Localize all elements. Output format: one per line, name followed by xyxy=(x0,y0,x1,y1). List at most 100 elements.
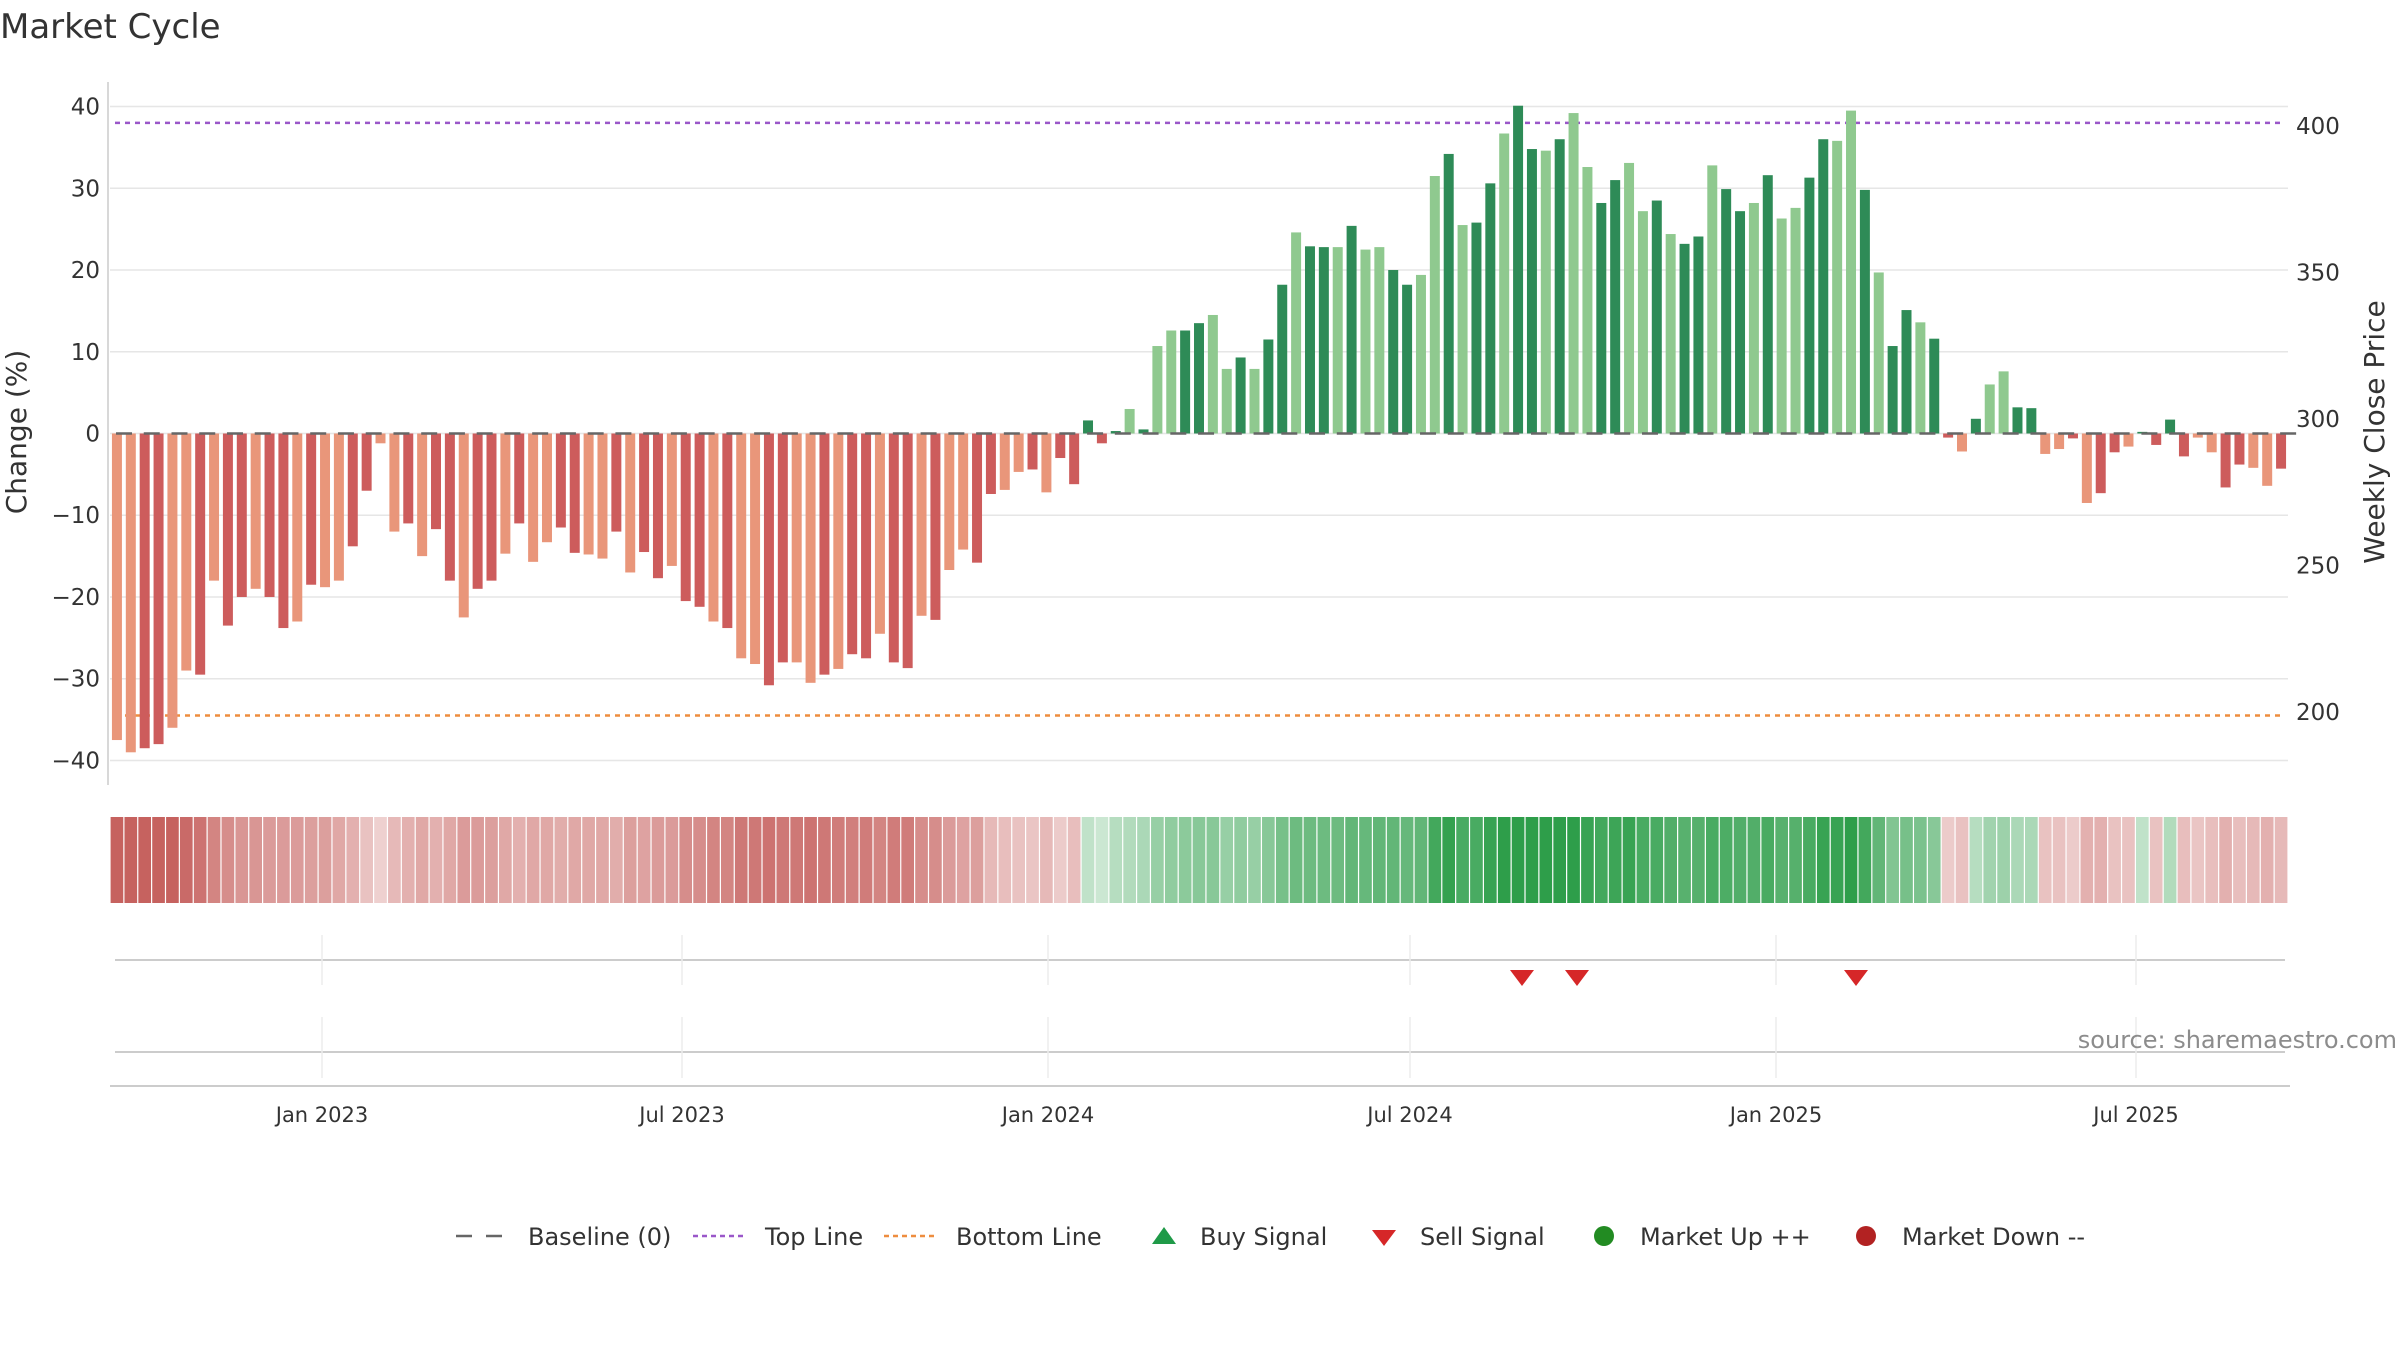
cycle-strength-cell xyxy=(332,817,346,903)
change-bar xyxy=(2234,433,2245,465)
y-tick-label: −10 xyxy=(51,503,100,529)
x-tick-label: Jul 2025 xyxy=(2091,1103,2178,1127)
cycle-strength-cell xyxy=(1262,817,1275,903)
change-bar xyxy=(874,433,885,634)
change-bar xyxy=(375,433,386,444)
right-y-axis-label: Weekly Close Price xyxy=(2358,300,2391,563)
change-bar xyxy=(1887,346,1898,434)
cycle-strength-cell xyxy=(499,817,512,903)
cycle-strength-cell xyxy=(1789,817,1802,903)
cycle-strength-cell xyxy=(693,817,706,903)
cycle-strength-cell xyxy=(1581,817,1594,903)
y-tick-label: 30 xyxy=(71,176,100,202)
change-bar xyxy=(403,433,414,524)
cycle-strength-cell xyxy=(2163,817,2177,903)
cycle-strength-cell xyxy=(1164,817,1178,903)
cycle-strength-cell xyxy=(2149,817,2163,903)
cycle-strength-cell xyxy=(2205,817,2219,903)
change-bar xyxy=(985,433,996,494)
change-bar xyxy=(250,433,261,589)
change-bar xyxy=(639,433,650,553)
cycle-strength-cell xyxy=(2094,817,2108,903)
cycle-strength-cell xyxy=(887,817,901,903)
cycle-strength-cell xyxy=(1123,817,1136,903)
cycle-strength-cell xyxy=(2025,817,2038,903)
cycle-strength-cell xyxy=(346,817,360,903)
cycle-strength-cell xyxy=(1803,817,1816,903)
sell-signal-marker xyxy=(1510,970,1534,986)
change-bar xyxy=(833,433,844,669)
cycle-strength-cell xyxy=(388,817,401,903)
source-label: source: sharemaestro.com xyxy=(2078,1026,2397,1054)
change-bar xyxy=(666,433,677,566)
change-bar xyxy=(514,433,525,524)
change-bar xyxy=(292,433,303,622)
cycle-strength-cell xyxy=(110,817,124,903)
change-bar xyxy=(2109,433,2120,453)
change-bar xyxy=(1776,218,1787,434)
change-bar xyxy=(2220,433,2231,488)
change-bar xyxy=(1388,270,1399,434)
cycle-strength-cell xyxy=(526,817,540,903)
change-bar xyxy=(1735,211,1746,434)
change-bar xyxy=(1249,368,1260,434)
cycle-strength-cell xyxy=(804,817,817,903)
cycle-strength-cell xyxy=(2066,817,2080,903)
change-bar xyxy=(1693,236,1704,434)
cycle-strength-cell xyxy=(1442,817,1456,903)
cycle-strength-cell xyxy=(1553,817,1567,903)
change-bar xyxy=(2206,433,2217,453)
cycle-strength-cell xyxy=(249,817,262,903)
legend-label: Top Line xyxy=(764,1223,863,1251)
cycle-strength-cell xyxy=(1900,817,1913,903)
cycle-strength-cell xyxy=(568,817,582,903)
cycle-strength-cell xyxy=(221,817,235,903)
cycle-strength-cell xyxy=(1622,817,1636,903)
cycle-strength-cell xyxy=(1692,817,1705,903)
cycle-strength-cell xyxy=(1775,817,1788,903)
change-bar xyxy=(611,433,622,532)
cycle-strength-cell xyxy=(1844,817,1858,903)
cycle-strength-cell xyxy=(1636,817,1650,903)
change-bar xyxy=(944,433,955,571)
change-bar xyxy=(1318,247,1329,434)
change-bar xyxy=(1610,180,1621,434)
change-bar xyxy=(1762,175,1773,434)
change-bar xyxy=(1166,330,1177,434)
change-bar xyxy=(2026,408,2037,434)
change-bar xyxy=(1235,357,1246,434)
change-bar xyxy=(2081,433,2092,503)
y2-tick-label: 200 xyxy=(2296,700,2340,726)
change-bar xyxy=(1998,371,2009,434)
change-bar xyxy=(597,433,608,559)
x-tick-label: Jan 2025 xyxy=(1728,1103,1823,1127)
cycle-strength-cell xyxy=(610,817,623,903)
cycle-strength-cell xyxy=(1456,817,1469,903)
change-bar xyxy=(1526,149,1537,434)
change-bar xyxy=(736,433,747,659)
change-bar xyxy=(1901,310,1912,434)
cycle-strength-cell xyxy=(1206,817,1220,903)
cycle-strength-cell xyxy=(1234,817,1247,903)
change-bar xyxy=(1124,408,1135,434)
cycle-strength-cell xyxy=(1151,817,1164,903)
change-bar xyxy=(278,433,289,629)
cycle-strength-cell xyxy=(2136,817,2149,903)
change-bar xyxy=(805,433,816,683)
change-bar xyxy=(2192,433,2203,438)
cycle-strength-cell xyxy=(443,817,457,903)
cycle-strength-cell xyxy=(2080,817,2094,903)
cycle-strength-cell xyxy=(970,817,984,903)
cycle-strength-cell xyxy=(956,817,970,903)
change-bar xyxy=(1596,202,1607,434)
cycle-strength-cell xyxy=(942,817,956,903)
cycle-strength-cell xyxy=(1567,817,1580,903)
change-bar xyxy=(1582,167,1593,434)
cycle-strength-cell xyxy=(929,817,942,903)
cycle-strength-cell xyxy=(1705,817,1719,903)
cycle-strength-cell xyxy=(318,817,332,903)
cycle-strength-cell xyxy=(679,817,693,903)
change-bar xyxy=(1859,189,1870,434)
change-bar xyxy=(2178,433,2189,457)
cycle-strength-cell xyxy=(845,817,859,903)
